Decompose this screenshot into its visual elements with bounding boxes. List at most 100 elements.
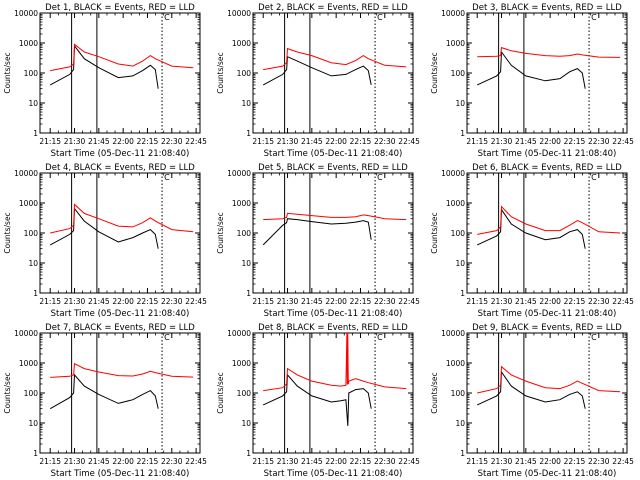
y-axis-label: Counts/sec [430,52,439,93]
x-tick-label: 22:15 [350,457,372,466]
x-tick-label: 22:30 [588,137,610,146]
x-axis-label: Start Time (05-Dec-11 21:08:40) [478,149,617,159]
panel-title: Det 7, BLACK = Events, RED = LLD [45,323,195,333]
y-tick-label: 10 [455,259,465,268]
plot-frame [466,172,628,294]
events-series-line [476,370,586,409]
y-tick-label: 10 [241,259,251,268]
y-axis-label: Counts/sec [430,212,439,253]
lld-series-line [263,212,407,221]
y-tick-label: 1 [33,129,38,138]
lld-series-line [477,46,621,58]
y-tick-label: 1 [460,129,465,138]
x-tick-label: 21:45 [515,297,537,306]
panel-title: Det 8, BLACK = Events, RED = LLD [258,323,408,333]
x-tick-label: 22:30 [161,297,183,306]
lld-series-line [50,362,194,378]
y-tick-label: 1000 [232,359,251,368]
events-series-line [262,373,372,426]
x-tick-label: 22:00 [112,137,134,146]
y-axis-label: Counts/sec [216,212,225,253]
detector-panel-6: Det 6, BLACK = Events, RED = LLD Counts/s… [430,163,634,319]
lld-series-line [50,43,194,72]
x-tick-label: 22:15 [350,137,372,146]
lld-series-line [263,47,407,71]
y-tick-label: 100 [24,389,39,398]
detector-panel-5: Det 5, BLACK = Events, RED = LLD Counts/s… [216,163,420,319]
y-tick-label: 100 [451,69,466,78]
x-tick-label: 22:45 [612,137,634,146]
y-tick-label: 1 [33,289,38,298]
x-tick-label: 21:30 [277,457,299,466]
x-tick-label: 22:00 [539,137,561,146]
x-tick-label: 22:15 [137,457,159,466]
y-tick-label: 10000 [441,329,465,338]
y-tick-label: 10000 [227,329,251,338]
y-tick-label: 10000 [441,169,465,178]
x-tick-label: 22:15 [564,297,586,306]
x-tick-label: 22:15 [350,297,372,306]
x-tick-label: 22:30 [588,457,610,466]
events-series-line [49,44,159,89]
x-tick-label: 21:45 [88,297,110,306]
x-tick-label: 22:45 [398,457,420,466]
y-tick-label: 10 [241,99,251,108]
y-tick-label: 10 [455,419,465,428]
y-tick-label: 1 [33,449,38,458]
plot-frame [252,332,414,454]
x-tick-label: 21:30 [64,297,86,306]
y-tick-label: 1000 [446,359,465,368]
x-tick-label: 21:45 [301,297,323,306]
x-tick-label: 21:45 [515,457,537,466]
detector-panel-7: Det 7, BLACK = Events, RED = LLD Counts/s… [3,323,207,479]
y-tick-label: 10000 [14,169,38,178]
x-tick-label: 21:15 [466,457,488,466]
panel-title: Det 6, BLACK = Events, RED = LLD [472,163,622,173]
x-tick-label: 21:15 [39,457,61,466]
x-tick-label: 22:00 [325,457,347,466]
x-tick-label: 22:00 [325,297,347,306]
x-tick-label: 21:15 [39,297,61,306]
y-tick-label: 1000 [19,359,38,368]
lld-series-line [263,332,407,392]
x-tick-label: 21:45 [301,137,323,146]
panel-title: Det 5, BLACK = Events, RED = LLD [258,163,408,173]
c-marker-label: C [377,13,383,22]
y-axis-label: Counts/sec [3,212,12,253]
x-tick-label: 22:00 [539,297,561,306]
x-tick-label: 21:45 [88,457,110,466]
c-marker-label: C [591,13,597,22]
x-tick-label: 22:45 [185,457,207,466]
x-axis-label: Start Time (05-Dec-11 21:08:40) [264,469,403,479]
x-tick-label: 22:15 [137,297,159,306]
x-tick-label: 21:15 [466,297,488,306]
c-marker-label: C [377,333,383,342]
plot-frame [252,172,414,294]
x-axis-label: Start Time (05-Dec-11 21:08:40) [478,469,617,479]
y-tick-label: 1000 [19,199,38,208]
y-tick-label: 1 [246,129,251,138]
x-tick-label: 21:30 [277,297,299,306]
y-tick-label: 1000 [232,199,251,208]
lld-series-line [50,203,194,234]
y-tick-label: 10 [241,419,251,428]
y-tick-label: 100 [237,389,252,398]
y-axis-label: Counts/sec [216,52,225,93]
c-marker-label: C [377,173,383,182]
y-tick-label: 10000 [14,329,38,338]
x-tick-label: 21:30 [491,137,513,146]
detector-panel-4: Det 4, BLACK = Events, RED = LLD Counts/s… [3,163,207,319]
x-tick-label: 21:45 [515,137,537,146]
c-marker-label: C [164,173,170,182]
panel-title: Det 3, BLACK = Events, RED = LLD [472,3,622,13]
y-tick-label: 10 [28,419,38,428]
plot-frame [252,12,414,134]
x-tick-label: 22:00 [539,457,561,466]
lld-series-line [477,365,621,394]
y-tick-label: 10000 [227,9,251,18]
x-tick-label: 22:45 [398,137,420,146]
x-tick-label: 21:15 [252,457,274,466]
plot-frame [39,12,201,134]
x-tick-label: 21:30 [277,137,299,146]
